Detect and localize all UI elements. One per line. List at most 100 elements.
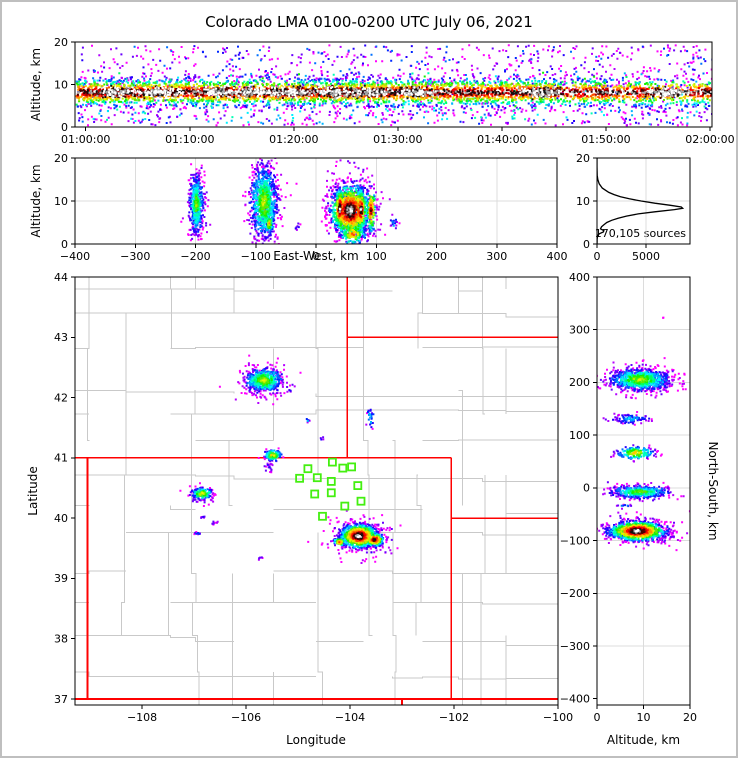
panel-plan-view-map: −108 −106 −104 −102 −100 37 38 39 40 41 42 43 44 [54, 271, 573, 724]
y-tick-label: 42 [54, 391, 68, 404]
x-tick-label: 5000 [632, 250, 660, 263]
station-marker [303, 464, 313, 474]
density-points [77, 85, 704, 101]
source-count-annotation: 170,105 sources [595, 227, 687, 240]
y-tick-label: 37 [54, 693, 68, 706]
station-marker [326, 476, 336, 486]
x-tick-label: 01:40:00 [477, 133, 526, 146]
y-tick-label: 20 [54, 36, 68, 49]
y-tick-label: −300 [560, 640, 590, 653]
x-tick-label: 01:50:00 [581, 133, 630, 146]
density-points [81, 45, 705, 126]
y-tick-label: −200 [560, 587, 590, 600]
y-tick-label: 20 [54, 152, 68, 165]
y-tick-label: 400 [569, 271, 590, 284]
y-tick-label: 200 [569, 376, 590, 389]
map-ylabel: Latitude [26, 466, 40, 515]
y-tick-label: 100 [569, 429, 590, 442]
x-tick-label: 02:00:00 [685, 133, 734, 146]
y-tick-label: 300 [569, 324, 590, 337]
density-points [180, 158, 401, 244]
density-points [195, 191, 375, 239]
density-points [93, 84, 712, 100]
station-marker [310, 489, 320, 499]
ew-cross-section-xlabel: East-West, km [273, 249, 359, 263]
panel-frame [74, 276, 559, 706]
density-points [338, 207, 362, 213]
density-points [77, 84, 712, 101]
ew-cross-section-ylabel: Altitude, km [29, 164, 43, 237]
x-tick-label: 01:10:00 [165, 133, 214, 146]
y-tick-label: −100 [560, 534, 590, 547]
station-marker [318, 511, 327, 521]
station-marker [327, 457, 337, 467]
density-points [181, 158, 398, 244]
ns-cross-section-xlabel: Altitude, km [607, 733, 680, 747]
density-points [356, 535, 361, 539]
x-tick-label: −102 [439, 711, 469, 724]
station-marker [338, 463, 348, 473]
x-tick-label: 0 [594, 250, 601, 263]
x-tick-label: −108 [127, 711, 157, 724]
station-marker [326, 488, 336, 498]
x-tick-label: 0 [594, 711, 601, 724]
density-points [81, 72, 710, 122]
x-tick-label: −200 [180, 250, 210, 263]
density-points [338, 201, 373, 220]
density-points [76, 86, 712, 98]
x-tick-label: 100 [366, 250, 387, 263]
y-tick-label: 44 [54, 271, 68, 284]
panel-east-west-cross-section: −400 −300 −200 −100 0 100 200 300 400 0 10 20 [54, 152, 568, 263]
panel-time-height-histogram: 01:00:00 01:10:00 01:20:00 01:30:00 01:40:00… [54, 36, 735, 146]
y-tick-label: 40 [54, 512, 68, 525]
y-tick-label: 0 [61, 238, 68, 251]
x-tick-label: 300 [486, 250, 507, 263]
x-tick-label: −300 [120, 250, 150, 263]
y-tick-label: 10 [576, 195, 590, 208]
county-lines [75, 277, 558, 705]
y-tick-label: 43 [54, 331, 68, 344]
y-tick-label: 10 [54, 195, 68, 208]
x-tick-label: −100 [543, 711, 573, 724]
y-tick-label: 20 [576, 152, 590, 165]
density-layer [75, 44, 712, 127]
y-tick-label: 38 [54, 632, 68, 645]
y-tick-label: 0 [583, 238, 590, 251]
x-tick-label: −400 [60, 250, 90, 263]
x-tick-label: 01:20:00 [269, 133, 318, 146]
density-points [608, 370, 668, 542]
x-tick-label: −100 [241, 250, 271, 263]
density-points [634, 529, 640, 533]
map-xlabel: Longitude [286, 733, 346, 747]
station-marker [340, 501, 350, 511]
panel-north-south-cross-section: 0 10 20 400 300 200 100 0 −100 −200 −300 −400 [560, 271, 697, 724]
x-tick-label: 10 [637, 711, 651, 724]
x-tick-label: 0 [313, 250, 320, 263]
source-count-curve [597, 158, 685, 244]
density-points [338, 205, 363, 216]
x-tick-label: 01:00:00 [61, 133, 110, 146]
time-height-ylabel: Altitude, km [29, 48, 43, 121]
x-tick-label: 01:30:00 [373, 133, 422, 146]
station-marker [353, 481, 363, 491]
density-layer [75, 277, 558, 705]
density-layer [180, 158, 401, 244]
x-tick-label: 20 [683, 711, 697, 724]
station-marker [356, 496, 366, 506]
y-tick-label: 41 [54, 452, 68, 465]
station-marker [347, 462, 357, 472]
x-tick-label: 200 [426, 250, 447, 263]
x-tick-label: −106 [231, 711, 261, 724]
y-tick-label: 0 [61, 121, 68, 134]
y-tick-label: 10 [54, 78, 68, 91]
x-tick-label: 400 [547, 250, 568, 263]
density-layer [597, 316, 690, 552]
station-marker [295, 473, 305, 483]
ns-cross-section-ylabel: North-South, km [706, 441, 720, 540]
density-layer [597, 158, 685, 244]
density-points [597, 361, 689, 548]
y-tick-label: −400 [560, 692, 590, 705]
density-points [196, 374, 383, 546]
